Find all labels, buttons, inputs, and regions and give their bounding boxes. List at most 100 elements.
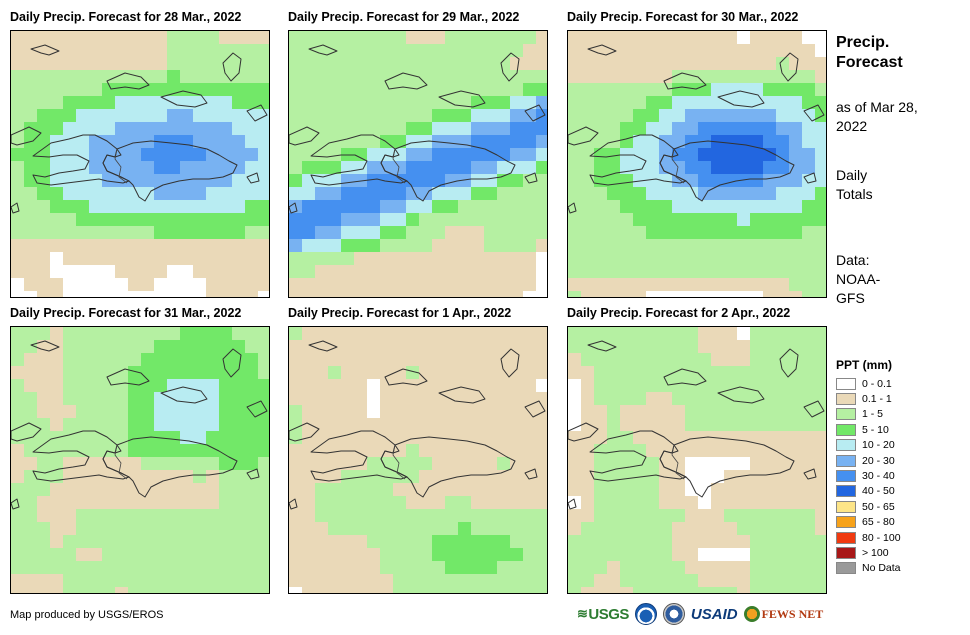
precip-cell [594, 535, 607, 548]
precip-cell [76, 535, 89, 548]
precip-cell [141, 148, 154, 161]
precip-cell [219, 327, 232, 340]
precip-cell [206, 239, 219, 252]
precip-cell [471, 418, 484, 431]
precip-cell [724, 509, 737, 522]
precip-cell [711, 379, 724, 392]
precip-cell [341, 96, 354, 109]
precip-cell [581, 96, 594, 109]
precip-cell [711, 122, 724, 135]
precip-cell [815, 379, 826, 392]
precip-cell [432, 31, 445, 44]
precip-cell [581, 379, 594, 392]
precip-cell [24, 57, 37, 70]
precip-cell [510, 431, 523, 444]
precip-cell [536, 483, 547, 496]
coastline [246, 468, 260, 480]
precip-cell [497, 57, 510, 70]
precip-cell [76, 239, 89, 252]
precip-cell [76, 379, 89, 392]
precip-cell [206, 574, 219, 587]
precip-cell [633, 291, 646, 297]
precip-cell [607, 496, 620, 509]
precip-cell [341, 122, 354, 135]
precip-cell [581, 496, 594, 509]
precip-cell [672, 522, 685, 535]
precip-cell [154, 174, 167, 187]
precip-cell [484, 122, 497, 135]
precip-cell [102, 57, 115, 70]
precip-cell [37, 213, 50, 226]
precip-cell [620, 70, 633, 83]
precip-cell [471, 392, 484, 405]
precip-cell [789, 470, 802, 483]
precip-cell [115, 135, 128, 148]
precip-cell [581, 252, 594, 265]
precip-cell [432, 44, 445, 57]
precip-cell [484, 187, 497, 200]
precip-cell [698, 340, 711, 353]
precip-cell [497, 392, 510, 405]
precip-cell [141, 379, 154, 392]
precip-cell [815, 148, 826, 161]
precip-cell [659, 265, 672, 278]
precip-cell [419, 496, 432, 509]
precip-cell [289, 457, 302, 470]
precip-cell [258, 574, 269, 587]
precip-cell [115, 405, 128, 418]
precip-cell [167, 148, 180, 161]
coastline [803, 104, 825, 122]
precip-cell [750, 418, 763, 431]
precip-cell [432, 327, 445, 340]
precip-cell [445, 444, 458, 457]
precip-cell [568, 174, 581, 187]
precip-cell [76, 174, 89, 187]
precip-cell [594, 353, 607, 366]
precip-cell [594, 278, 607, 291]
precip-cell [328, 213, 341, 226]
precip-cell [315, 187, 328, 200]
precip-cell [167, 70, 180, 83]
precip-cell [232, 470, 245, 483]
precip-cell [206, 213, 219, 226]
usgs-wave-icon: ≋ [577, 606, 588, 621]
precip-cell [232, 561, 245, 574]
precip-cell [419, 226, 432, 239]
precip-cell [471, 327, 484, 340]
precip-cell [354, 431, 367, 444]
precip-cell [393, 239, 406, 252]
map-credit: Map produced by USGS/EROS [10, 609, 164, 621]
precip-cell [24, 392, 37, 405]
precip-cell [154, 252, 167, 265]
precip-cell [180, 135, 193, 148]
precip-cell [536, 83, 547, 96]
precip-cell [315, 535, 328, 548]
precip-cell [76, 96, 89, 109]
precip-cell [154, 187, 167, 200]
coastline [589, 134, 687, 186]
precip-cell [581, 291, 594, 297]
precip-cell [815, 353, 826, 366]
precip-cell [581, 265, 594, 278]
precip-cell [393, 135, 406, 148]
precip-cell [458, 483, 471, 496]
precip-cell [594, 83, 607, 96]
precip-cell [594, 44, 607, 57]
precip-cell [445, 31, 458, 44]
legend-label: > 100 [862, 546, 889, 559]
precip-cell [154, 548, 167, 561]
precip-cell [659, 457, 672, 470]
precip-cell [37, 291, 50, 297]
precip-cell [789, 31, 802, 44]
precip-cell [24, 226, 37, 239]
precip-cell [581, 457, 594, 470]
precip-cell [620, 496, 633, 509]
precip-cell [24, 174, 37, 187]
precip-cell [128, 548, 141, 561]
precip-cell [789, 483, 802, 496]
precip-cell [354, 444, 367, 457]
precip-cell [620, 392, 633, 405]
precip-cell [711, 109, 724, 122]
precip-cell [315, 239, 328, 252]
precip-cell [815, 340, 826, 353]
